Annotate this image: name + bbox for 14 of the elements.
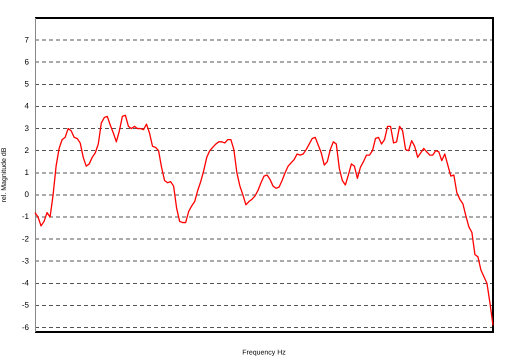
y-tick-label: 2: [24, 146, 30, 155]
y-tick-label: -1: [22, 212, 30, 222]
y-tick-label: -3: [22, 256, 30, 266]
y-tick-label: 3: [24, 124, 30, 133]
y-tick-label: 4: [24, 102, 30, 111]
y-tick-label: -2: [22, 234, 30, 244]
y-tick-label: 6: [24, 57, 30, 66]
y-tick-label: 7: [24, 35, 30, 44]
y-tick-label: -6: [22, 322, 30, 332]
y-tick-label: -4: [22, 278, 30, 288]
y-tick-label: 5: [24, 80, 30, 89]
y-tick-label: 1: [24, 168, 30, 177]
y-tick-label: 0: [24, 190, 30, 200]
y-tick-label: -5: [22, 300, 30, 310]
